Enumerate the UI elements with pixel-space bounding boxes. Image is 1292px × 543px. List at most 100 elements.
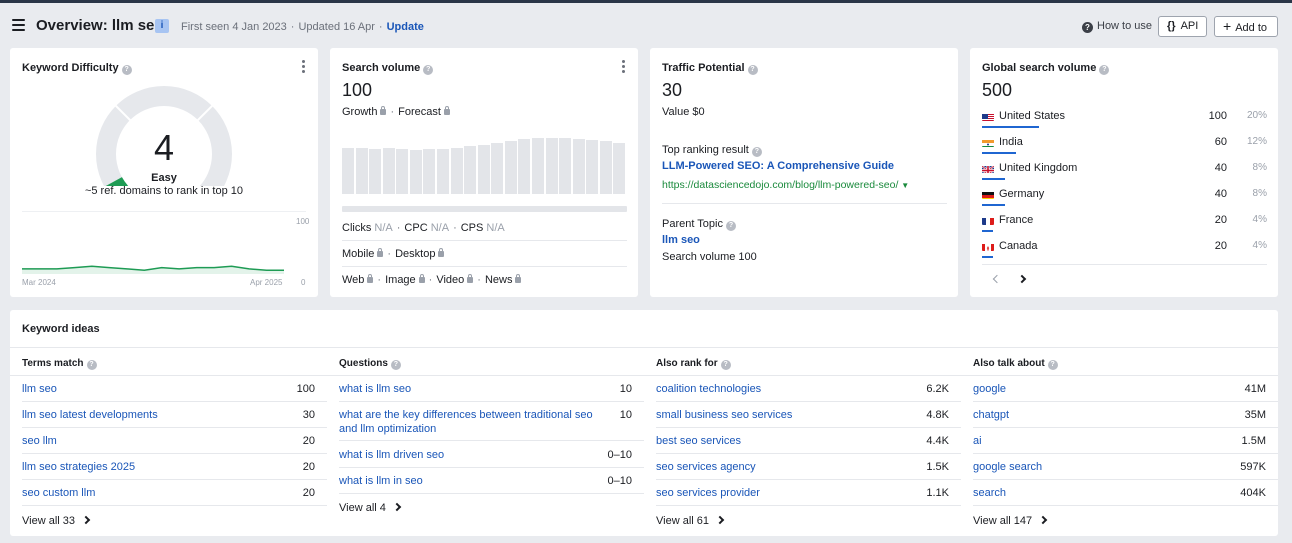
country-volume: 20	[1214, 240, 1227, 252]
help-icon[interactable]: ?	[747, 65, 758, 75]
country-volume: 60	[1214, 136, 1227, 148]
caret-down-icon[interactable]: ▼	[901, 181, 910, 190]
divider	[973, 427, 1278, 428]
divider	[10, 347, 1278, 348]
top-result-url[interactable]: https://datasciencedojo.com/blog/llm-pow…	[662, 179, 910, 191]
update-link[interactable]: Update	[386, 21, 424, 33]
growth-forecast: Growth · Forecast	[342, 106, 450, 118]
traffic-value: Value $0	[662, 106, 705, 118]
volume-bar	[586, 140, 599, 194]
country-name: United Kingdom	[999, 162, 1078, 174]
lock-icon	[467, 274, 474, 283]
view-all-link[interactable]: View all 33	[22, 515, 91, 527]
country-row-france[interactable]: France 20 4%	[982, 212, 1267, 232]
chevron-right-icon	[392, 502, 402, 512]
divider	[973, 505, 1278, 506]
difficulty-trend-chart	[22, 265, 284, 274]
country-row-germany[interactable]: Germany 40 8%	[982, 186, 1267, 206]
country-row-canada[interactable]: Canada 20 4%	[982, 238, 1267, 258]
us-flag-icon	[982, 112, 994, 121]
divider	[656, 401, 961, 402]
volume-bar	[532, 138, 545, 194]
country-row-india[interactable]: India 60 12%	[982, 134, 1267, 154]
help-icon[interactable]: ?	[725, 221, 736, 231]
volume-bar	[477, 145, 490, 194]
view-all-link[interactable]: View all 147	[973, 515, 1048, 527]
trend-min-label: 0	[301, 278, 306, 287]
trend-area	[22, 266, 284, 274]
help-icon[interactable]: ?	[751, 147, 762, 157]
volume-bar	[409, 150, 422, 194]
global-volume-value: 500	[982, 80, 1013, 100]
add-to-button[interactable]: + Add to	[1214, 16, 1278, 37]
view-all-link[interactable]: View all 4	[339, 502, 402, 514]
more-options-icon[interactable]	[622, 60, 626, 75]
traffic-potential-card: Traffic Potential? 30 Value $0 Top ranki…	[650, 48, 958, 297]
country-volume: 20	[1214, 214, 1227, 226]
search-volume-card: Search volume? 100 Growth · Forecast Click…	[330, 48, 638, 297]
volume-bar	[491, 142, 504, 194]
clicks-cpc-cps: Clicks N/A · CPC N/A · CPS N/A	[342, 222, 505, 234]
top-result-title[interactable]: LLM-Powered SEO: A Comprehensive Guide	[662, 160, 895, 172]
volume-scrollbar[interactable]	[342, 206, 627, 212]
volume-bar	[504, 140, 517, 194]
more-options-icon[interactable]	[302, 60, 306, 75]
question-icon: ?	[1082, 22, 1093, 33]
india-flag-icon	[982, 138, 994, 147]
canada-flag-icon	[982, 242, 994, 251]
divider	[656, 479, 961, 480]
divider	[22, 427, 327, 428]
lock-icon	[377, 248, 384, 257]
help-icon[interactable]: ?	[720, 360, 731, 370]
api-braces-icon: {}	[1167, 20, 1176, 32]
chevron-right-icon	[1038, 515, 1048, 525]
country-volume: 40	[1214, 188, 1227, 200]
column-header: Questions?	[339, 358, 401, 370]
help-icon[interactable]: ?	[121, 65, 132, 75]
country-share: 8%	[1252, 188, 1267, 199]
divider	[339, 493, 644, 494]
divider	[342, 240, 627, 241]
country-share-bar	[982, 178, 1005, 180]
uk-flag-icon	[982, 164, 994, 173]
lock-icon	[367, 274, 374, 283]
lock-icon	[515, 274, 522, 283]
divider	[973, 453, 1278, 454]
divider	[22, 401, 327, 402]
view-all-link[interactable]: View all 61	[656, 515, 725, 527]
keyword-ideas-card: Keyword ideas Terms match? llm seo 100 ll…	[10, 310, 1278, 536]
hamburger-menu-icon[interactable]	[12, 19, 25, 31]
country-name: India	[999, 136, 1023, 148]
chevron-right-icon	[715, 515, 725, 525]
info-icon[interactable]: i	[155, 19, 169, 33]
country-row-uk[interactable]: United Kingdom 40 8%	[982, 160, 1267, 180]
first-seen: First seen 4 Jan 2023	[181, 21, 287, 33]
country-name: Canada	[999, 240, 1038, 252]
lock-icon	[438, 248, 445, 257]
country-row-us[interactable]: United States 100 20%	[982, 108, 1267, 128]
help-icon[interactable]: ?	[1047, 360, 1058, 370]
card-title: Keyword Difficulty?	[22, 62, 132, 75]
next-page-icon[interactable]	[1017, 274, 1027, 284]
parent-topic-link[interactable]: llm seo	[662, 234, 700, 246]
help-icon[interactable]: ?	[390, 360, 401, 370]
prev-page-icon[interactable]	[992, 274, 1002, 284]
help-icon[interactable]: ?	[423, 65, 434, 75]
divider	[327, 375, 644, 376]
card-title: Traffic Potential?	[662, 62, 758, 75]
country-name: Germany	[999, 188, 1045, 200]
column-header: Also talk about?	[973, 358, 1058, 370]
api-button[interactable]: {} API	[1158, 16, 1208, 37]
help-icon[interactable]: ?	[86, 360, 97, 370]
difficulty-level: Easy	[151, 172, 177, 184]
top-ranking-label: Top ranking result?	[662, 144, 762, 157]
chevron-right-icon	[81, 515, 91, 525]
gauge-fill	[105, 176, 129, 186]
top-bar	[0, 0, 1292, 3]
trend-max-label: 100	[296, 217, 310, 226]
how-to-use-link[interactable]: ? How to use	[1082, 20, 1152, 33]
volume-bar	[423, 148, 436, 194]
page-header: Overview: llm seo i First seen 4 Jan 202…	[0, 12, 1292, 42]
help-icon[interactable]: ?	[1099, 65, 1110, 75]
divider	[961, 375, 1278, 376]
